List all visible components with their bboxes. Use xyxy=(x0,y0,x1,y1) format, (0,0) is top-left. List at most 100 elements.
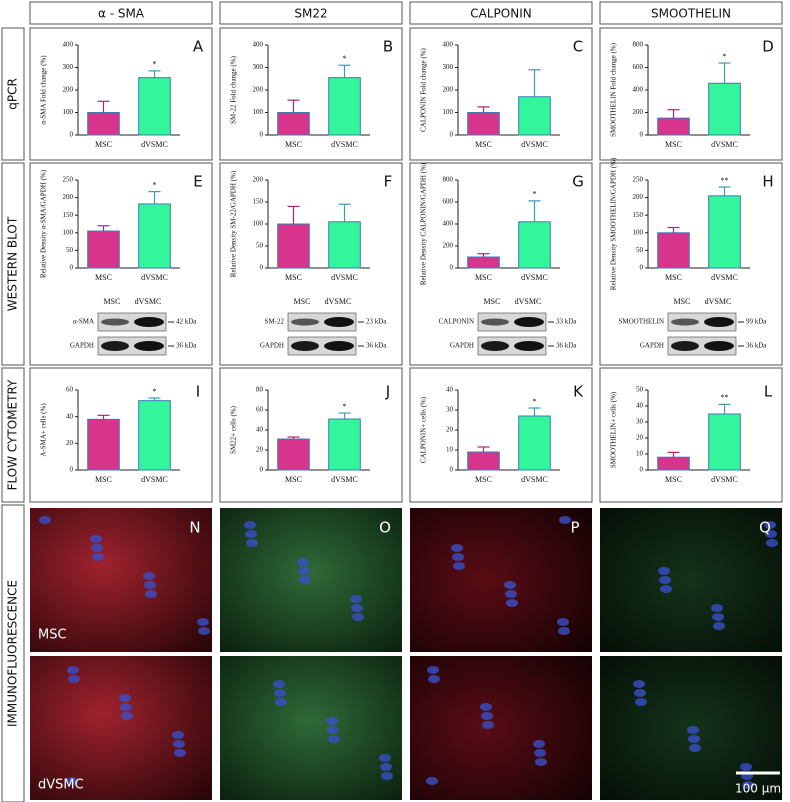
nucleus xyxy=(533,740,545,748)
panel-box xyxy=(409,367,593,503)
nucleus xyxy=(91,544,103,552)
y-tick-label: 30 xyxy=(636,418,644,426)
nucleus xyxy=(198,627,210,635)
x-tick-label: MSC xyxy=(475,140,492,149)
y-tick-label: 300 xyxy=(63,63,74,71)
bar xyxy=(87,418,120,471)
nucleus xyxy=(246,539,258,547)
y-axis-label: CALPONIN Fold change (%) xyxy=(420,47,428,131)
x-tick-label: dVSMC xyxy=(711,475,738,484)
nucleus xyxy=(711,604,723,612)
significance: * xyxy=(343,54,347,63)
bar xyxy=(328,221,361,269)
nucleus xyxy=(535,758,547,766)
bar xyxy=(657,456,690,471)
blot-band xyxy=(481,318,509,326)
y-tick-label: 0 xyxy=(640,264,644,272)
y-tick-label: 100 xyxy=(63,108,74,116)
y-tick-label: 20 xyxy=(636,434,644,442)
nucleus xyxy=(688,735,700,743)
x-tick-label: MSC xyxy=(665,273,682,282)
row-image-label: dVSMC xyxy=(38,778,84,793)
x-tick-label: MSC xyxy=(95,140,112,149)
y-axis-label: Relative Density SMOOTHELIN/GAPDH (%) xyxy=(610,157,618,290)
row-label: qPCR xyxy=(6,78,20,110)
y-tick-label: 50 xyxy=(636,246,644,254)
panel-box xyxy=(599,162,783,366)
y-tick-label: 0 xyxy=(70,131,74,139)
band-size: 23 kDa xyxy=(366,318,387,326)
panel-letter: I xyxy=(196,383,200,401)
nucleus xyxy=(172,731,184,739)
nucleus xyxy=(245,530,257,538)
bar xyxy=(138,400,171,471)
band-size: 99 kDa xyxy=(746,318,767,326)
bar xyxy=(277,223,310,269)
panel-letter: F xyxy=(384,173,393,191)
bar xyxy=(277,112,310,136)
y-tick-label: 40 xyxy=(446,386,454,394)
x-tick-label: dVSMC xyxy=(331,140,358,149)
significance: * xyxy=(153,60,157,69)
header-box xyxy=(599,1,783,25)
nucleus xyxy=(67,666,79,674)
nucleus xyxy=(143,572,155,580)
lane-label: MSC xyxy=(294,297,311,306)
nucleus xyxy=(274,689,286,697)
nucleus xyxy=(380,763,392,771)
x-tick-label: MSC xyxy=(665,140,682,149)
y-tick-label: 50 xyxy=(256,242,264,250)
column-header: SM22 xyxy=(294,7,327,21)
nucleus xyxy=(505,590,517,598)
y-tick-label: 100 xyxy=(253,220,264,228)
nucleus xyxy=(534,749,546,757)
column-header: SMOOTHELIN xyxy=(651,7,731,21)
bar xyxy=(518,96,551,136)
x-tick-label: MSC xyxy=(665,475,682,484)
band-label: CALPONIN xyxy=(439,318,474,326)
blot-band xyxy=(704,341,734,351)
y-tick-label: 400 xyxy=(63,41,74,49)
significance: * xyxy=(153,180,157,189)
y-tick-label: 200 xyxy=(63,86,74,94)
nucleus xyxy=(658,567,670,575)
header-box xyxy=(219,1,403,25)
y-tick-label: 800 xyxy=(443,176,454,184)
error-bar xyxy=(287,99,300,113)
band-label: SMOOTHELIN xyxy=(619,318,665,326)
nucleus xyxy=(326,717,338,725)
nucleus xyxy=(174,749,186,757)
nucleus xyxy=(633,680,645,688)
panel-letter: H xyxy=(762,173,773,191)
panel-box xyxy=(29,27,213,161)
nucleus xyxy=(68,675,80,683)
panel-letter: D xyxy=(762,38,774,56)
panel-letter: B xyxy=(383,38,393,56)
nucleus xyxy=(275,698,287,706)
panel-box xyxy=(599,367,783,503)
nucleus xyxy=(506,599,518,607)
significance: * xyxy=(153,387,157,396)
y-tick-label: 0 xyxy=(450,264,454,272)
y-tick-label: 200 xyxy=(633,108,644,116)
panel-letter: P xyxy=(570,519,579,537)
fluorescence-image xyxy=(220,656,402,800)
y-axis-label: α-SMA Fold change (%) xyxy=(40,55,48,125)
y-axis-label: SM-22 Fold change (%) xyxy=(230,55,238,124)
band-size: 36 kDa xyxy=(176,342,197,350)
y-tick-label: 20 xyxy=(66,439,74,447)
nucleus xyxy=(351,604,363,612)
lane-label: dVSMC xyxy=(515,297,542,306)
y-tick-label: 150 xyxy=(633,211,644,219)
y-tick-label: 50 xyxy=(636,386,644,394)
y-tick-label: 0 xyxy=(640,466,644,474)
error-bar xyxy=(97,100,110,113)
y-tick-label: 0 xyxy=(450,466,454,474)
header-box xyxy=(29,1,213,25)
y-tick-label: 0 xyxy=(260,466,264,474)
y-tick-label: 250 xyxy=(633,176,644,184)
bar xyxy=(657,117,690,136)
error-bar xyxy=(528,69,541,97)
x-tick-label: dVSMC xyxy=(331,273,358,282)
nucleus xyxy=(480,703,492,711)
